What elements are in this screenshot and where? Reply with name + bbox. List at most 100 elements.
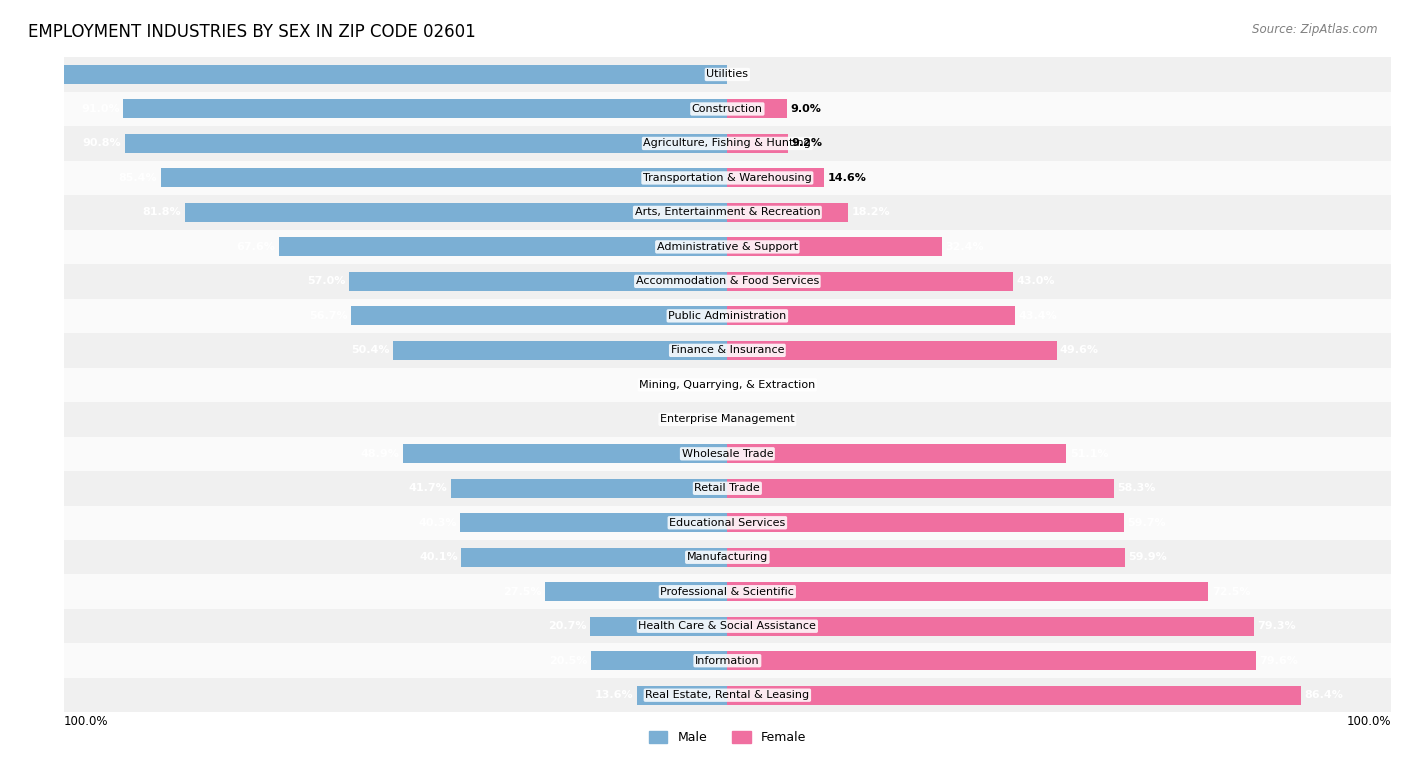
Bar [637, 686, 727, 705]
Text: 14.6%: 14.6% [828, 173, 866, 183]
Bar [461, 548, 727, 566]
Bar [63, 57, 1391, 92]
Bar [352, 307, 727, 325]
Bar [63, 161, 1391, 196]
Bar [63, 505, 1391, 540]
Bar [460, 513, 727, 532]
Bar [404, 445, 727, 463]
Bar [727, 237, 942, 256]
Bar [63, 368, 1391, 402]
Text: Public Administration: Public Administration [668, 311, 786, 320]
Text: Educational Services: Educational Services [669, 518, 786, 528]
Bar [63, 437, 1391, 471]
Text: 51.1%: 51.1% [1070, 449, 1108, 459]
Bar [727, 307, 1015, 325]
Text: Source: ZipAtlas.com: Source: ZipAtlas.com [1253, 23, 1378, 36]
Text: 43.4%: 43.4% [1019, 311, 1057, 320]
Text: 67.6%: 67.6% [236, 242, 276, 252]
Text: Manufacturing: Manufacturing [686, 553, 768, 563]
Text: Utilities: Utilities [706, 70, 748, 79]
Text: 72.5%: 72.5% [1212, 587, 1250, 597]
Text: 100.0%: 100.0% [1347, 715, 1391, 728]
Text: 100.0%: 100.0% [14, 70, 60, 79]
Bar [160, 168, 727, 188]
Legend: Male, Female: Male, Female [644, 726, 811, 750]
Text: 41.7%: 41.7% [409, 483, 447, 494]
Text: Administrative & Support: Administrative & Support [657, 242, 799, 252]
Text: Transportation & Warehousing: Transportation & Warehousing [643, 173, 811, 183]
Bar [63, 126, 1391, 161]
Text: 50.4%: 50.4% [352, 345, 389, 355]
Bar [63, 402, 1391, 437]
Text: 27.5%: 27.5% [503, 587, 541, 597]
Text: 57.0%: 57.0% [308, 276, 346, 286]
Text: 40.3%: 40.3% [418, 518, 457, 528]
Text: Accommodation & Food Services: Accommodation & Food Services [636, 276, 818, 286]
Text: 86.4%: 86.4% [1303, 690, 1343, 700]
Text: Information: Information [695, 656, 759, 666]
Text: Finance & Insurance: Finance & Insurance [671, 345, 785, 355]
Bar [63, 643, 1391, 678]
Text: 9.2%: 9.2% [792, 138, 823, 148]
Bar [727, 617, 1254, 636]
Bar [727, 134, 789, 153]
Bar [727, 548, 1125, 566]
Bar [125, 134, 727, 153]
Bar [278, 237, 727, 256]
Text: Enterprise Management: Enterprise Management [659, 414, 794, 424]
Bar [727, 582, 1209, 601]
Text: Professional & Scientific: Professional & Scientific [661, 587, 794, 597]
Text: Construction: Construction [692, 104, 763, 114]
Bar [727, 168, 824, 188]
Text: 18.2%: 18.2% [852, 207, 890, 217]
Bar [546, 582, 727, 601]
Bar [392, 341, 727, 360]
Text: 43.0%: 43.0% [1017, 276, 1054, 286]
Text: Health Care & Social Assistance: Health Care & Social Assistance [638, 622, 817, 631]
Bar [63, 678, 1391, 712]
Text: 90.8%: 90.8% [83, 138, 121, 148]
Text: 85.4%: 85.4% [118, 173, 157, 183]
Bar [184, 203, 727, 222]
Bar [63, 299, 1391, 333]
Text: 81.8%: 81.8% [142, 207, 181, 217]
Text: Arts, Entertainment & Recreation: Arts, Entertainment & Recreation [634, 207, 820, 217]
Bar [63, 196, 1391, 230]
Bar [63, 333, 1391, 368]
Bar [451, 479, 727, 497]
Bar [727, 651, 1256, 670]
Bar [63, 92, 1391, 126]
Bar [63, 65, 727, 84]
Bar [63, 574, 1391, 609]
Bar [591, 617, 727, 636]
Text: 79.3%: 79.3% [1257, 622, 1295, 631]
Text: 49.6%: 49.6% [1060, 345, 1099, 355]
Text: 13.6%: 13.6% [595, 690, 634, 700]
Bar [349, 272, 727, 291]
Bar [63, 230, 1391, 264]
Bar [727, 99, 787, 119]
Text: 79.6%: 79.6% [1258, 656, 1298, 666]
Text: 58.3%: 58.3% [1118, 483, 1156, 494]
Bar [727, 272, 1012, 291]
Text: 100.0%: 100.0% [63, 715, 108, 728]
Bar [63, 609, 1391, 643]
Text: 40.1%: 40.1% [419, 553, 458, 563]
Bar [727, 479, 1115, 497]
Bar [727, 341, 1056, 360]
Text: Retail Trade: Retail Trade [695, 483, 761, 494]
Bar [63, 264, 1391, 299]
Bar [63, 540, 1391, 574]
Text: 20.7%: 20.7% [548, 622, 586, 631]
Bar [727, 203, 848, 222]
Text: 59.9%: 59.9% [1128, 553, 1167, 563]
Text: 9.0%: 9.0% [790, 104, 821, 114]
Bar [124, 99, 727, 119]
Text: EMPLOYMENT INDUSTRIES BY SEX IN ZIP CODE 02601: EMPLOYMENT INDUSTRIES BY SEX IN ZIP CODE… [28, 23, 475, 41]
Bar [727, 513, 1123, 532]
Bar [727, 445, 1067, 463]
Text: Mining, Quarrying, & Extraction: Mining, Quarrying, & Extraction [640, 379, 815, 390]
Bar [592, 651, 727, 670]
Text: Wholesale Trade: Wholesale Trade [682, 449, 773, 459]
Text: 59.7%: 59.7% [1126, 518, 1166, 528]
